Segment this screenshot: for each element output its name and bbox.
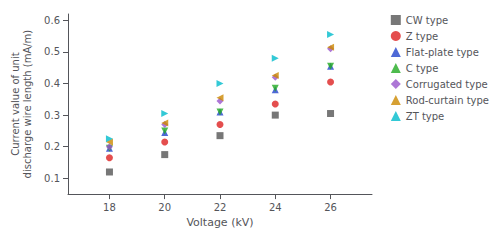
svg-text:Corrugated type: Corrugated type — [406, 79, 488, 90]
svg-text:0.2: 0.2 — [44, 141, 60, 152]
svg-text:0.6: 0.6 — [44, 15, 60, 26]
svg-text:0.3: 0.3 — [44, 110, 60, 121]
svg-text:Z type: Z type — [406, 31, 438, 42]
svg-text:0.4: 0.4 — [44, 78, 60, 89]
svg-text:22: 22 — [214, 202, 227, 213]
svg-text:Rod-curtain type: Rod-curtain type — [406, 95, 489, 106]
svg-text:Voltage (kV): Voltage (kV) — [186, 216, 253, 229]
svg-text:discharge wire length (mA/m): discharge wire length (mA/m) — [22, 30, 33, 179]
svg-text:24: 24 — [269, 202, 282, 213]
svg-text:26: 26 — [324, 202, 337, 213]
svg-text:Current value of unit: Current value of unit — [10, 52, 21, 156]
svg-text:0.1: 0.1 — [44, 173, 60, 184]
svg-text:18: 18 — [103, 202, 116, 213]
svg-text:C type: C type — [406, 63, 439, 74]
svg-text:20: 20 — [158, 202, 171, 213]
svg-text:CW type: CW type — [406, 15, 448, 26]
svg-text:ZT type: ZT type — [406, 111, 444, 122]
svg-text:Flat-plate type: Flat-plate type — [406, 47, 479, 58]
svg-text:0.5: 0.5 — [44, 46, 60, 57]
